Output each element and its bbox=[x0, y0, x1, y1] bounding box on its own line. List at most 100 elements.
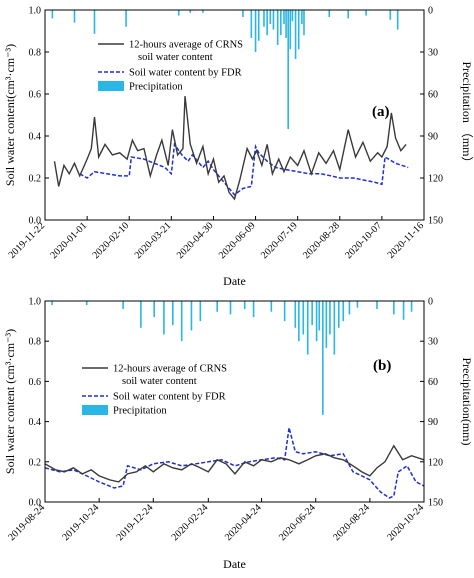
precipitation-bar bbox=[202, 10, 204, 13]
precipitation-bar bbox=[257, 10, 260, 41]
precipitation-bar bbox=[189, 10, 192, 13]
y-tick-label: 0.8 bbox=[29, 337, 42, 348]
y2-tick-label: 90 bbox=[428, 132, 438, 143]
y2-tick-label: 90 bbox=[428, 417, 438, 428]
y-tick-label: 0.6 bbox=[29, 90, 42, 101]
y-tick-label: 1.0 bbox=[29, 297, 42, 308]
x-tick-label: 2019-12-24 bbox=[115, 502, 156, 543]
y2-tick-label: 150 bbox=[428, 498, 443, 509]
precipitation-bars bbox=[51, 301, 413, 415]
precipitation-bar bbox=[297, 10, 300, 50]
y-axis-label: Soil water content(cm³·cm⁻³) bbox=[3, 44, 17, 186]
x-tick-label: 2020-10-24 bbox=[385, 502, 426, 543]
precipitation-bar bbox=[180, 301, 183, 342]
precipitation-bar bbox=[243, 301, 246, 310]
x-tick-label: 2020-11-16 bbox=[386, 220, 427, 261]
precipitation-bar bbox=[291, 10, 294, 22]
precipitation-bar bbox=[303, 10, 305, 36]
y2-tick-label: 30 bbox=[428, 337, 438, 348]
y2-tick-label: 30 bbox=[428, 48, 438, 59]
precipitation-bar bbox=[51, 10, 54, 19]
precipitation-bar bbox=[393, 301, 395, 315]
x-tick-label: 2019-08-24 bbox=[6, 502, 47, 543]
legend-label-crns: 12-hours average of CRNS bbox=[113, 364, 227, 375]
y-tick-label: 1.0 bbox=[29, 6, 42, 17]
crns-series-line bbox=[44, 444, 425, 483]
precipitation-bar bbox=[294, 301, 297, 328]
precipitation-bar bbox=[298, 301, 300, 342]
legend-swatch-precipitation bbox=[98, 81, 124, 91]
precipitation-bar bbox=[348, 301, 351, 315]
precipitation-bar bbox=[73, 10, 76, 23]
precipitation-bar bbox=[163, 301, 165, 335]
legend-label-crns-line2: soil water content bbox=[122, 376, 197, 387]
y2-tick-label: 0 bbox=[428, 297, 433, 308]
x-tick-label: 2020-02-24 bbox=[170, 502, 211, 543]
precipitation-bar bbox=[122, 301, 124, 310]
x-tick-label: 2020-08-28 bbox=[301, 220, 342, 261]
precipitation-bar bbox=[190, 301, 193, 331]
y-tick-label: 0.0 bbox=[29, 216, 42, 227]
precipitation-bar bbox=[270, 301, 273, 312]
y-tick-label: 0.2 bbox=[29, 457, 42, 468]
precipitation-bar bbox=[283, 301, 286, 322]
precipitation-bar bbox=[306, 301, 309, 355]
precipitation-bar bbox=[294, 10, 297, 59]
panel-label: (b) bbox=[373, 358, 391, 374]
legend-label-crns-line2: soil water content bbox=[138, 52, 213, 63]
precipitation-bar bbox=[342, 301, 345, 322]
x-tick-label: 2019-10-24 bbox=[60, 502, 101, 543]
y2-tick-label: 60 bbox=[428, 377, 438, 388]
x-tick-label: 2019-11-22 bbox=[7, 220, 48, 261]
precipitation-bar bbox=[396, 10, 399, 30]
x-axis-label: Date bbox=[223, 274, 246, 288]
precipitation-bar bbox=[285, 10, 287, 38]
precipitation-bar bbox=[376, 301, 378, 310]
y2-tick-label: 120 bbox=[428, 457, 443, 468]
chart-panel-a: 0.0 0.2 0.4 0.6 0.8 1.0 0 30 60 90 120 150 2019-11-2… bbox=[3, 6, 474, 289]
fdr-series-line bbox=[79, 142, 409, 196]
precipitation-bar bbox=[85, 301, 88, 306]
precipitation-bar bbox=[177, 10, 180, 16]
precipitation-bar bbox=[216, 301, 218, 312]
precipitation-bar bbox=[283, 10, 285, 24]
precipitation-bar bbox=[153, 301, 155, 318]
x-tick-label: 2020-06-09 bbox=[217, 220, 258, 261]
plot-frame bbox=[44, 300, 425, 503]
precipitation-bar bbox=[325, 301, 328, 348]
y2-tick-label: 60 bbox=[428, 90, 438, 101]
x-tick-label: 2020-10-07 bbox=[343, 220, 384, 261]
precipitation-bar bbox=[347, 10, 349, 19]
precipitation-bar bbox=[315, 301, 318, 342]
y2-tick-label: 150 bbox=[428, 216, 443, 227]
precipitation-bar bbox=[280, 10, 282, 36]
crns-series-line bbox=[53, 96, 407, 201]
precipitation-bar bbox=[333, 301, 336, 355]
precipitation-bar bbox=[266, 10, 268, 36]
legend-label-precipitation: Precipitation bbox=[129, 82, 183, 93]
precipitation-bar bbox=[287, 10, 289, 129]
chart-panel-b: 0.0 0.2 0.4 0.6 0.8 1.0 0 30 60 90 120 150 2019-08-2… bbox=[3, 297, 474, 572]
precipitation-bar bbox=[93, 10, 96, 34]
precipitation-bar bbox=[356, 301, 359, 308]
panel-label: (a) bbox=[372, 104, 390, 120]
precipitation-bar bbox=[318, 301, 321, 331]
y-tick-label: 0.6 bbox=[29, 377, 42, 388]
precipitation-bar bbox=[301, 10, 303, 24]
legend-label-precipitation: Precipitation bbox=[113, 406, 167, 417]
precipitation-bar bbox=[263, 10, 265, 27]
plot-frame bbox=[44, 9, 425, 221]
y2-axis-label: Precipitation （mm） bbox=[460, 62, 474, 169]
precipitation-bar bbox=[329, 301, 331, 335]
legend-label-fdr: Soil water content by FDR bbox=[129, 68, 242, 79]
y-tick-label: 0.4 bbox=[29, 132, 42, 143]
precipitation-bar bbox=[140, 301, 142, 328]
precipitation-bar bbox=[272, 10, 275, 30]
precipitation-bar bbox=[269, 10, 272, 24]
precipitation-bar bbox=[242, 10, 244, 17]
precipitation-bar bbox=[402, 301, 405, 320]
precipitation-bar bbox=[276, 10, 279, 45]
precipitation-bar bbox=[254, 10, 257, 52]
